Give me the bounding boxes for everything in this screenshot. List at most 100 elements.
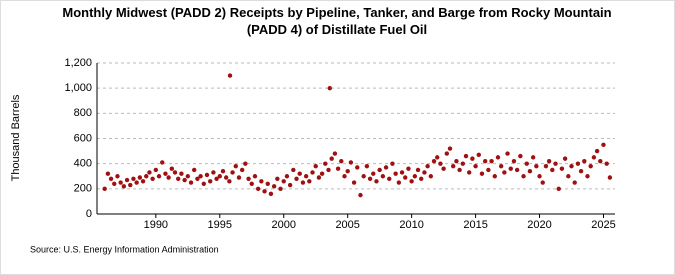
point (393, 171, 398, 176)
x-tick-label: 2015 (463, 219, 487, 231)
point (278, 186, 283, 192)
point (524, 161, 529, 166)
point (435, 155, 440, 160)
point (530, 155, 536, 160)
point (470, 156, 475, 161)
point (591, 155, 597, 160)
point (249, 181, 254, 186)
point (140, 179, 146, 184)
point (556, 186, 561, 192)
point (444, 151, 450, 156)
point (108, 176, 114, 181)
point (102, 186, 107, 192)
point (572, 180, 577, 185)
x-tick-label: 2000 (271, 219, 295, 231)
point (367, 176, 373, 181)
point (307, 179, 312, 184)
point (412, 174, 418, 179)
point (543, 163, 549, 169)
point (403, 175, 408, 180)
point (569, 163, 574, 169)
point (300, 180, 306, 185)
point (498, 163, 504, 169)
y-tick-label: 0 (86, 208, 92, 220)
point (502, 170, 507, 175)
point (271, 184, 277, 189)
point (514, 167, 520, 173)
point (374, 179, 379, 184)
point (115, 174, 120, 179)
point (390, 161, 395, 166)
point (335, 166, 341, 171)
point (521, 174, 526, 179)
point (144, 174, 149, 179)
point (585, 174, 590, 179)
point (604, 161, 609, 166)
point (121, 184, 127, 189)
point (160, 160, 165, 165)
point (211, 170, 216, 175)
point (594, 148, 600, 154)
point (550, 167, 555, 173)
point (540, 180, 545, 185)
point (607, 175, 613, 180)
point (339, 158, 344, 164)
point (227, 179, 232, 184)
point (265, 181, 270, 186)
point (355, 165, 360, 170)
point (192, 167, 197, 173)
point (588, 163, 593, 169)
x-tick-label: 2010 (399, 219, 423, 231)
point (236, 175, 242, 180)
point (441, 166, 446, 171)
point (147, 170, 152, 175)
point (134, 180, 139, 185)
point (553, 161, 558, 166)
y-tick-label: 600 (74, 132, 92, 144)
point (383, 165, 389, 170)
point (582, 158, 587, 164)
point (326, 167, 331, 173)
point (156, 174, 162, 179)
point (415, 167, 421, 173)
point (348, 160, 354, 165)
point (566, 174, 571, 179)
point (204, 172, 210, 178)
point (380, 174, 386, 179)
point (508, 166, 513, 171)
point (118, 180, 123, 185)
point (431, 158, 437, 164)
point (176, 176, 181, 181)
point (284, 174, 290, 179)
point (246, 176, 251, 181)
point (252, 174, 258, 179)
point (294, 176, 299, 181)
point (358, 192, 363, 198)
point (361, 174, 366, 179)
point (188, 180, 194, 185)
point (214, 176, 219, 181)
y-tick-label: 200 (74, 183, 92, 195)
point (207, 179, 213, 184)
point (598, 158, 603, 164)
point (329, 156, 334, 161)
y-tick-label: 1,200 (64, 57, 92, 69)
point (291, 167, 296, 173)
point (364, 163, 370, 169)
point (112, 181, 117, 186)
point (342, 174, 347, 179)
point (137, 175, 143, 180)
point (387, 176, 392, 181)
point (128, 182, 133, 188)
point (527, 169, 533, 174)
point (313, 163, 318, 169)
point (562, 156, 568, 161)
y-tick-label: 800 (74, 107, 92, 119)
point (409, 179, 414, 184)
point (243, 161, 248, 166)
point (466, 170, 472, 175)
point (419, 176, 424, 181)
point (195, 176, 200, 181)
